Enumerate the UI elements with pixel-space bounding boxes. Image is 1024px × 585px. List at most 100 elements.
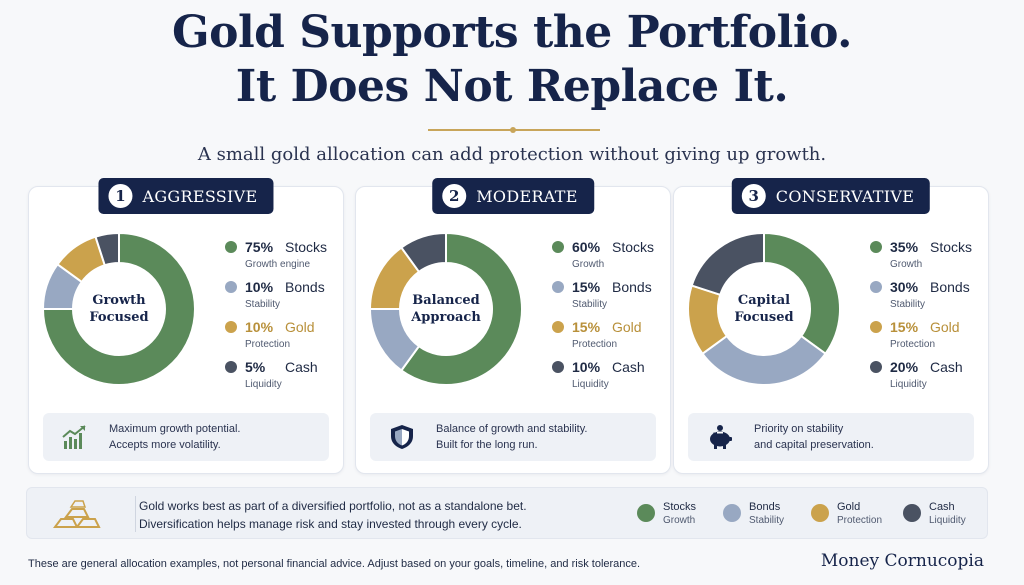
- legend-item-bonds: 30% Bonds Stability: [870, 277, 988, 317]
- note-line-2: Accepts more volatility.: [109, 439, 221, 451]
- legend-pct: 15%: [572, 279, 601, 295]
- headline: Gold Supports the Portfolio. It Does Not…: [0, 6, 1024, 114]
- slice-stocks: [763, 231, 841, 356]
- card-conservative: 3 CONSERVATIVE Capital Focused 35% Stocks …: [673, 178, 989, 474]
- donut-chart-aggressive: [41, 231, 196, 386]
- legend-name: Cash: [930, 359, 963, 375]
- legend-item-cash: 5% Cash Liquidity: [225, 357, 343, 397]
- legend-pct: 10%: [572, 359, 601, 375]
- cash-dot: [870, 361, 882, 373]
- note-line-1: Priority on stability: [754, 423, 844, 435]
- bonds-dot: [552, 281, 564, 293]
- donut-center-label: Growth Focused: [41, 231, 197, 387]
- card-badge: 2 MODERATE: [432, 178, 594, 214]
- key-item-cash: Cash Liquidity: [903, 500, 966, 528]
- legend-name: Bonds: [285, 279, 325, 295]
- legend-desc: Liquidity: [245, 379, 282, 390]
- note-text: Balance of growth and stability. Built f…: [436, 421, 587, 453]
- growth-chart-icon: [62, 425, 86, 449]
- slice-stocks: [41, 231, 196, 386]
- headline-line-2: It Does Not Replace It.: [235, 61, 789, 112]
- note-line-1: Balance of growth and stability.: [436, 423, 588, 435]
- key-name: Gold: [837, 501, 861, 513]
- legend-item-gold: 15% Gold Protection: [870, 317, 988, 357]
- legend-item-stocks: 75% Stocks Growth engine: [225, 237, 343, 277]
- disclaimer: These are general allocation examples, n…: [28, 558, 641, 570]
- card-note: Priority on stability and capital preser…: [688, 413, 974, 461]
- cash-dot: [903, 504, 921, 522]
- cash-dot: [552, 361, 564, 373]
- legend-desc: Protection: [890, 339, 936, 350]
- stocks-dot: [870, 241, 882, 253]
- subtitle: A small gold allocation can add protecti…: [197, 144, 827, 165]
- legend-item-stocks: 35% Stocks Growth: [870, 237, 988, 277]
- center-line-1: Capital: [737, 293, 791, 308]
- legend-desc: Stability: [572, 299, 608, 310]
- summary-bar: Gold works best as part of a diversified…: [26, 487, 988, 539]
- center-line-2: Focused: [734, 310, 794, 325]
- key-desc: Liquidity: [929, 515, 966, 526]
- key-desc: Growth: [663, 515, 696, 526]
- legend-pct: 10%: [245, 319, 274, 335]
- legend-pct: 15%: [890, 319, 919, 335]
- legend-item-bonds: 15% Bonds Stability: [552, 277, 670, 317]
- legend-name: Bonds: [930, 279, 970, 295]
- legend-pct: 15%: [572, 319, 601, 335]
- slice-cash: [690, 231, 765, 297]
- center-line-1: Balanced: [412, 293, 480, 308]
- legend-desc: Growth: [890, 259, 923, 270]
- slice-cash: [94, 231, 120, 267]
- key-item-gold: Gold Protection: [811, 500, 882, 528]
- card-note: Maximum growth potential. Accepts more v…: [43, 413, 329, 461]
- key-desc: Protection: [837, 515, 883, 526]
- legend-desc: Stability: [890, 299, 926, 310]
- center-line-2: Focused: [89, 310, 149, 325]
- legend-name: Cash: [612, 359, 645, 375]
- badge-number: 1: [108, 184, 133, 208]
- legend-name: Gold: [612, 319, 642, 335]
- cash-dot: [225, 361, 237, 373]
- badge-number: 2: [442, 184, 467, 208]
- key-desc: Stability: [749, 515, 785, 526]
- legend-name: Cash: [285, 359, 318, 375]
- note-line-1: Maximum growth potential.: [109, 423, 241, 435]
- summary-divider: [135, 496, 136, 532]
- badge-label: MODERATE: [476, 186, 578, 206]
- key-name: Bonds: [749, 501, 781, 513]
- legend-pct: 30%: [890, 279, 919, 295]
- legend-item-cash: 10% Cash Liquidity: [552, 357, 670, 397]
- legend: 60% Stocks Growth 15% Bonds Stability 15% G…: [552, 237, 670, 397]
- card-note: Balance of growth and stability. Built f…: [370, 413, 656, 461]
- key-item-bonds: Bonds Stability: [723, 500, 784, 528]
- note-text: Priority on stability and capital preser…: [754, 421, 874, 453]
- gold-dot: [870, 321, 882, 333]
- legend-name: Stocks: [285, 239, 328, 255]
- legend: 75% Stocks Growth engine 10% Bonds Stabili…: [225, 237, 343, 397]
- legend-item-gold: 15% Gold Protection: [552, 317, 670, 357]
- shield-icon: [391, 425, 413, 449]
- stocks-dot: [552, 241, 564, 253]
- card-badge: 3 CONSERVATIVE: [731, 178, 931, 214]
- summary-text: Gold works best as part of a diversified…: [139, 497, 527, 533]
- key-name: Cash: [929, 501, 955, 513]
- legend-pct: 60%: [572, 239, 601, 255]
- legend-name: Gold: [930, 319, 960, 335]
- legend-desc: Liquidity: [572, 379, 609, 390]
- bonds-dot: [870, 281, 882, 293]
- center-line-1: Growth: [92, 293, 146, 308]
- summary-line-2: Diversification helps manage risk and st…: [139, 517, 522, 531]
- note-line-2: and capital preservation.: [754, 439, 874, 451]
- legend-desc: Stability: [245, 299, 281, 310]
- stocks-dot: [637, 504, 655, 522]
- card-badge: 1 AGGRESSIVE: [98, 178, 274, 214]
- donut-center-label: Balanced Approach: [368, 231, 524, 387]
- legend-item-stocks: 60% Stocks Growth: [552, 237, 670, 277]
- brand-name: Money Cornucopia: [820, 551, 984, 571]
- legend: 35% Stocks Growth 30% Bonds Stability 15% G…: [870, 237, 988, 397]
- legend-pct: 5%: [245, 359, 266, 375]
- note-line-2: Built for the long run.: [436, 439, 538, 451]
- bonds-dot: [723, 504, 741, 522]
- card-aggressive: 1 AGGRESSIVE Growth Focused 75% Stocks Gro…: [28, 178, 344, 474]
- gold-dot: [811, 504, 829, 522]
- gold-dot: [225, 321, 237, 333]
